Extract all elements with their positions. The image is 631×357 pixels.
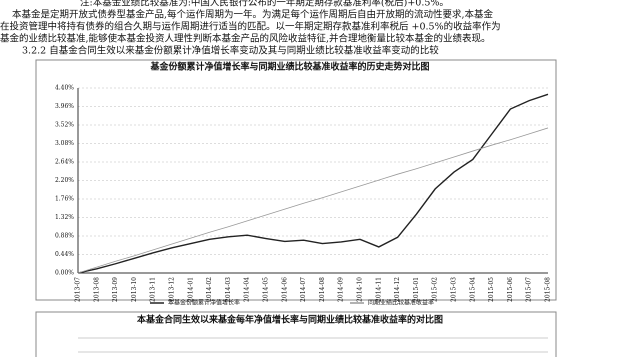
x-tick-label: 2013-08 <box>93 277 100 302</box>
x-tick-label: 2014-01 <box>187 277 194 302</box>
y-tick-label: 1.76% <box>55 196 74 203</box>
x-tick-label: 2013-09 <box>112 277 119 302</box>
y-tick-label: 0.00% <box>55 270 74 277</box>
x-tick-label: 2014-05 <box>263 277 270 302</box>
x-tick-label: 2014-10 <box>357 277 364 302</box>
x-tick-label: 2014-12 <box>394 277 401 302</box>
x-tick-label: 2013-10 <box>131 277 138 302</box>
chart-title: 基金份额累计净值增长率与同期业绩比较基准收益率的历史走势对比图 <box>149 61 429 73</box>
legend-label: 本基金份额累计净值增长率 <box>168 299 240 307</box>
x-tick-label: 2014-11 <box>375 277 382 302</box>
y-tick-label: 2.20% <box>55 177 74 184</box>
series-line <box>77 127 549 274</box>
paragraph-line: 基金的业绩比较基准,能够使本基金投资人理性判断本基金产品的风险收益特征,并合理地… <box>0 33 491 45</box>
note: 注:本基金业绩比较基准为:中国人民银行公布的一年期定期存款基准利率(税后)+0.… <box>80 0 449 9</box>
x-tick-label: 2013-12 <box>169 277 176 302</box>
x-tick-label: 2014-02 <box>206 277 213 302</box>
x-tick-label: 2015-08 <box>545 277 552 302</box>
legend-label: 同期业绩比较基准收益率 <box>368 299 434 307</box>
x-tick-label: 2015-05 <box>488 277 495 302</box>
x-tick-label: 2013-11 <box>150 277 157 302</box>
y-tick-label: 3.96% <box>55 103 74 110</box>
x-tick-label: 2014-09 <box>338 277 345 302</box>
x-tick-label: 2014-06 <box>281 277 288 302</box>
y-tick-label: 2.64% <box>55 159 74 166</box>
chart-frame <box>35 59 557 301</box>
chart-title: 本基金合同生效以来基金每年净值增长率与同期业绩比较基准收益率的对比图 <box>137 314 443 326</box>
x-tick-label: 2014-03 <box>225 277 232 302</box>
x-tick-label: 2013-07 <box>75 277 82 302</box>
y-tick-label: 0.88% <box>55 233 74 240</box>
x-tick-label: 2014-08 <box>319 277 326 302</box>
section-heading: 3.2.2 自基金合同生效以来基金份额累计净值增长率变动及其与同期业绩比较基准收… <box>22 45 439 57</box>
y-tick-label: 0.44% <box>55 251 74 258</box>
y-tick-label: 4.40% <box>55 85 74 92</box>
x-tick-label: 2015-02 <box>432 277 439 302</box>
paragraph-line: 在投资管理中将持有债券的组合久期与运作周期进行适当的匹配。以一年期定期存款基准利… <box>0 21 501 33</box>
x-tick-label: 2014-07 <box>300 277 307 302</box>
x-tick-label: 2015-03 <box>451 277 458 302</box>
series-line <box>77 93 549 274</box>
y-tick-label: 3.08% <box>55 140 74 147</box>
x-tick-label: 2015-01 <box>413 277 420 302</box>
chart-frame <box>35 311 557 357</box>
grid <box>78 337 548 353</box>
paragraph-line: 本基金是定期开放式债券型基金产品,每个运作周期为一年。为满足每个运作周期后自由开… <box>12 9 494 21</box>
x-tick-label: 2015-06 <box>507 277 514 302</box>
x-tick-label: 2015-04 <box>469 277 476 302</box>
x-tick-label: 2014-04 <box>244 277 251 302</box>
y-tick-label: 3.52% <box>55 122 74 129</box>
y-tick-label: 1.32% <box>55 214 74 221</box>
x-tick-label: 2015-07 <box>526 277 533 302</box>
